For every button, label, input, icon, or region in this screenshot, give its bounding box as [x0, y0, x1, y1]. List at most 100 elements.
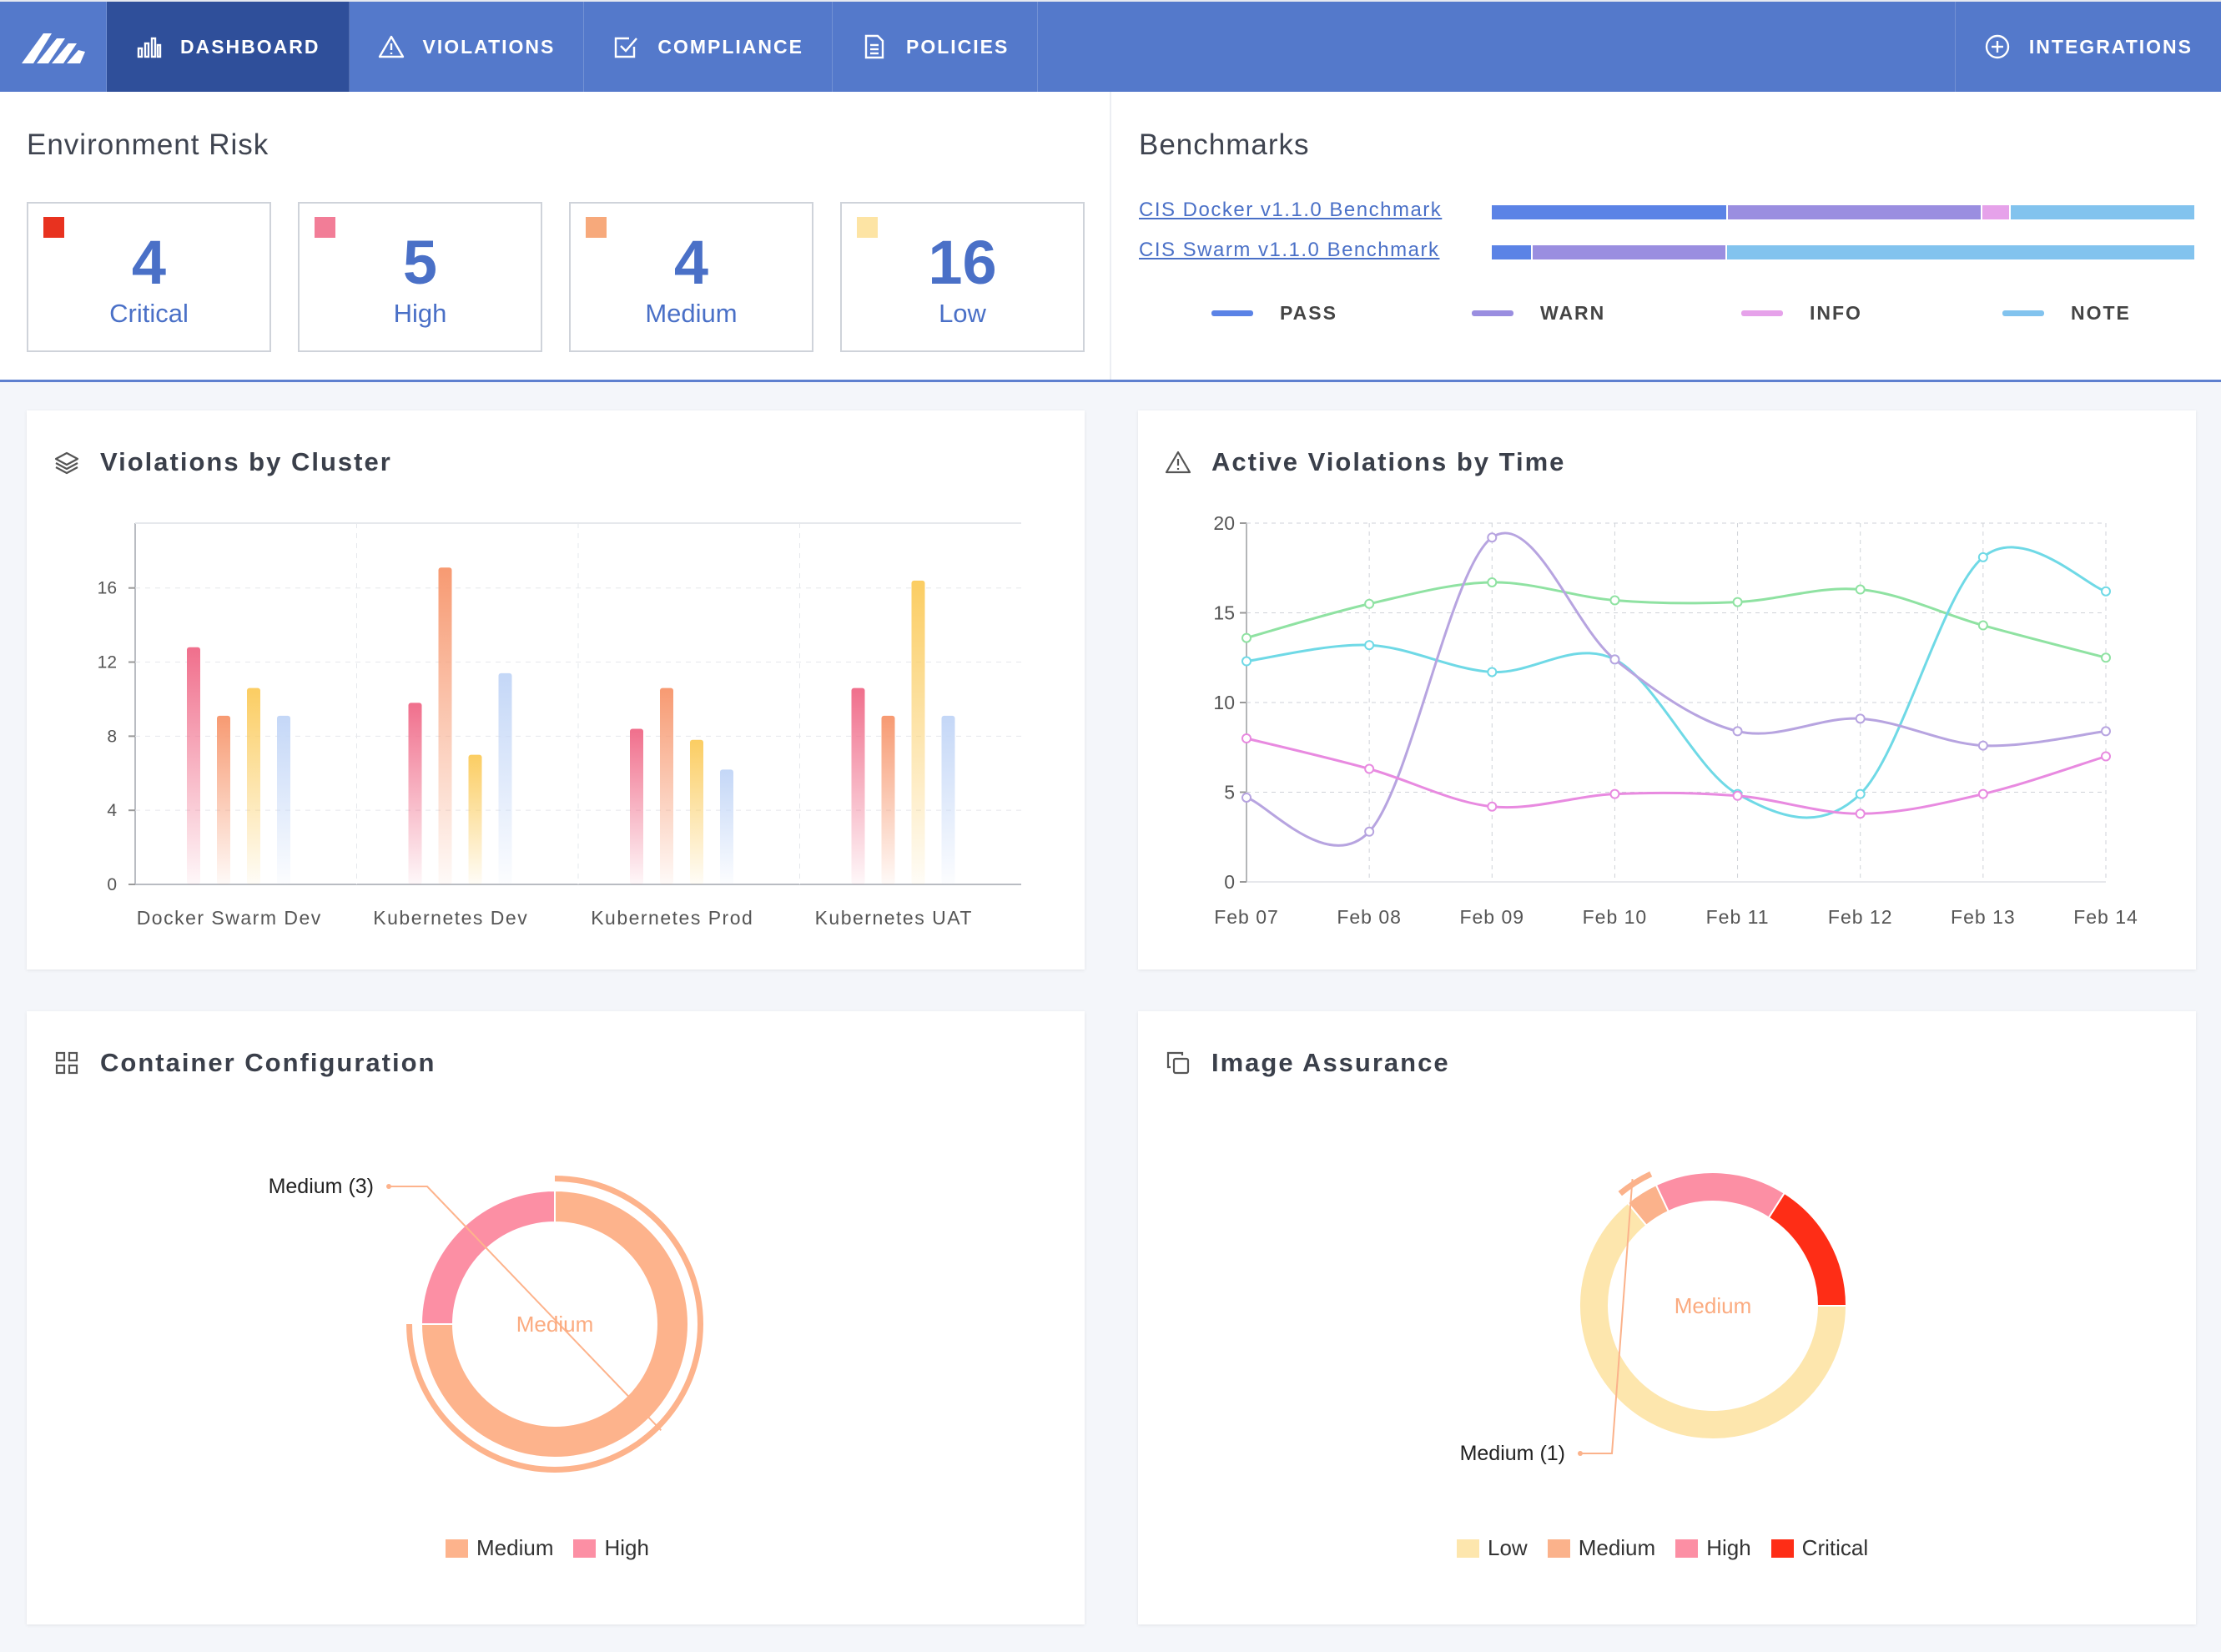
nav-integrations-label: INTEGRATIONS: [2028, 35, 2193, 58]
high-label: High: [393, 299, 447, 328]
data-point: [1241, 733, 1252, 743]
legend-low-label: Low: [1488, 1535, 1528, 1560]
bar: [690, 739, 703, 884]
bench-segment-warn: [1727, 205, 1983, 219]
legend-low[interactable]: Low: [1457, 1535, 1528, 1561]
x-tick-label: Feb 11: [1706, 906, 1770, 928]
risk-card-low[interactable]: 16 Low: [840, 202, 1085, 352]
critical-count: 4: [131, 228, 167, 297]
critical-label: Critical: [109, 299, 189, 328]
data-point: [1487, 532, 1498, 543]
callout-dot: [1578, 1451, 1583, 1456]
data-point: [1855, 584, 1866, 595]
risk-card-high[interactable]: 5 High: [298, 202, 542, 352]
medium-swatch: [446, 1539, 468, 1558]
bench-segment-info: [1982, 205, 2011, 219]
medium-label: Medium: [645, 299, 738, 328]
series-line: [1246, 531, 2107, 847]
data-point: [2101, 726, 2111, 737]
donut-slice: [420, 1189, 689, 1458]
active-violations-panel: Active Violations by Time 0 5 10 15 20 Feb 07…: [1138, 410, 2196, 970]
medium-swatch: [586, 217, 607, 238]
data-point: [1855, 713, 1866, 724]
bar: [720, 769, 733, 884]
layers-icon: [54, 451, 79, 475]
donut-slice: [1654, 1171, 1786, 1219]
nav-compliance[interactable]: COMPLIANCE: [584, 2, 833, 92]
data-point: [1855, 788, 1866, 799]
donut-slice: [1579, 1201, 1848, 1440]
bar: [881, 715, 895, 884]
data-point: [1241, 792, 1252, 803]
legend-critical-label: Critical: [1801, 1535, 1869, 1560]
logo-icon[interactable]: [0, 2, 107, 92]
legend-pass: PASS: [1211, 302, 1337, 325]
nav-violations[interactable]: VIOLATIONS: [350, 2, 585, 92]
bar: [941, 715, 955, 884]
legend-high[interactable]: High: [1675, 1535, 1751, 1561]
legend-medium[interactable]: Medium: [1547, 1535, 1655, 1561]
legend-high-label: High: [604, 1535, 649, 1560]
y-tick-label: 10: [1213, 692, 1235, 713]
container-configuration-legend: Medium High: [446, 1535, 649, 1561]
legend-medium-label: Medium: [476, 1535, 554, 1560]
y-tick-label: 12: [98, 653, 117, 672]
bar: [851, 687, 865, 884]
y-tick-label: 0: [107, 875, 117, 894]
data-point: [1364, 763, 1375, 774]
data-point: [1732, 726, 1743, 737]
image-assurance-donut: Medium (1) Medium: [1460, 1171, 1848, 1465]
legend-note: NOTE: [2002, 302, 2131, 325]
bench-segment-pass: [1492, 245, 1533, 259]
x-tick-label: Feb 09: [1459, 906, 1524, 928]
risk-card-critical[interactable]: 4 Critical: [27, 202, 271, 352]
nav-dashboard-label: DASHBOARD: [180, 35, 320, 58]
bar: [438, 567, 452, 884]
bar: [911, 580, 925, 884]
low-swatch: [1457, 1539, 1479, 1558]
benchmark-bar-swarm[interactable]: [1492, 245, 2196, 259]
y-tick-label: 8: [107, 727, 117, 746]
legend-note-label: NOTE: [2071, 302, 2131, 324]
bar: [187, 647, 200, 884]
nav-policies[interactable]: POLICIES: [833, 2, 1039, 92]
legend-critical[interactable]: Critical: [1770, 1535, 1869, 1561]
benchmark-link-swarm[interactable]: CIS Swarm v1.1.0 Benchmark: [1139, 239, 1440, 261]
pass-swatch: [1211, 310, 1253, 316]
nav-dashboard[interactable]: DASHBOARD: [107, 2, 350, 92]
data-point: [1364, 598, 1375, 609]
x-tick-label: Feb 13: [1951, 906, 2016, 928]
legend-high[interactable]: High: [573, 1535, 649, 1561]
data-point: [1732, 790, 1743, 801]
benchmark-link-docker[interactable]: CIS Docker v1.1.0 Benchmark: [1139, 199, 1443, 221]
y-tick-label: 0: [1224, 871, 1235, 893]
benchmark-bar-docker[interactable]: [1492, 205, 2196, 219]
legend-warn: WARN: [1472, 302, 1605, 325]
callout-label: Medium (3): [269, 1175, 374, 1198]
nav-compliance-label: COMPLIANCE: [657, 35, 803, 58]
center-label: Medium: [1675, 1293, 1751, 1318]
nav-integrations[interactable]: INTEGRATIONS: [1954, 2, 2221, 92]
image-assurance-legend: Low Medium High Critical: [1457, 1535, 1868, 1561]
bar: [660, 687, 673, 884]
x-tick-label: Feb 08: [1337, 906, 1402, 928]
series-line: [1246, 737, 2107, 815]
legend-medium[interactable]: Medium: [446, 1535, 553, 1561]
high-swatch: [1675, 1539, 1699, 1558]
data-point: [1487, 667, 1498, 677]
bench-segment-warn: [1532, 245, 1727, 259]
data-point: [1609, 595, 1620, 606]
info-swatch: [1741, 310, 1783, 316]
data-point: [1487, 801, 1498, 812]
violations-by-cluster-title: Violations by Cluster: [100, 447, 392, 476]
donut-slice: [420, 1189, 556, 1325]
legend-high-label: High: [1706, 1535, 1751, 1560]
warn-swatch: [1472, 310, 1513, 316]
y-tick-label: 15: [1213, 602, 1235, 624]
risk-card-medium[interactable]: 4 Medium: [569, 202, 813, 352]
low-label: Low: [939, 299, 986, 328]
legend-pass-label: PASS: [1280, 302, 1337, 324]
x-tick-label: Kubernetes Prod: [591, 907, 753, 929]
warning-icon: [378, 35, 404, 58]
